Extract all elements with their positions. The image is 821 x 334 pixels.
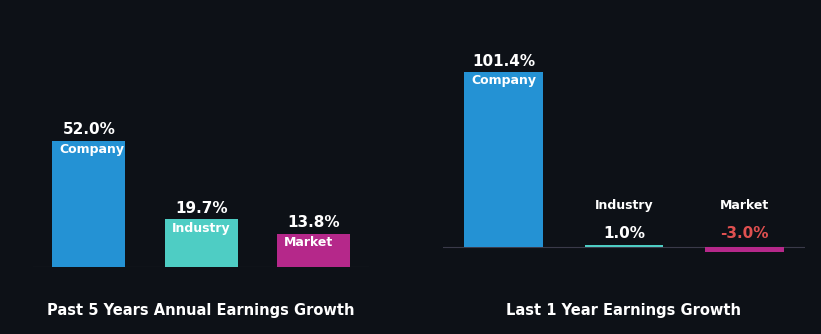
Text: 13.8%: 13.8% bbox=[287, 215, 340, 230]
Bar bbox=[165, 219, 237, 267]
Text: Industry: Industry bbox=[172, 222, 230, 235]
Text: Market: Market bbox=[720, 199, 769, 211]
Text: -3.0%: -3.0% bbox=[720, 225, 768, 240]
Bar bbox=[465, 72, 543, 246]
Text: 101.4%: 101.4% bbox=[472, 54, 535, 68]
Text: Company: Company bbox=[471, 74, 537, 87]
Bar bbox=[53, 141, 126, 267]
Text: 1.0%: 1.0% bbox=[603, 225, 645, 240]
Bar bbox=[277, 234, 350, 267]
Text: Market: Market bbox=[283, 236, 333, 249]
Text: 52.0%: 52.0% bbox=[62, 122, 116, 137]
Bar bbox=[585, 245, 663, 246]
Text: Last 1 Year Earnings Growth: Last 1 Year Earnings Growth bbox=[507, 303, 741, 318]
Text: Company: Company bbox=[59, 143, 124, 156]
Text: Industry: Industry bbox=[594, 199, 654, 211]
Text: 19.7%: 19.7% bbox=[175, 201, 227, 216]
Text: Past 5 Years Annual Earnings Growth: Past 5 Years Annual Earnings Growth bbox=[48, 303, 355, 318]
Bar bbox=[705, 246, 783, 252]
